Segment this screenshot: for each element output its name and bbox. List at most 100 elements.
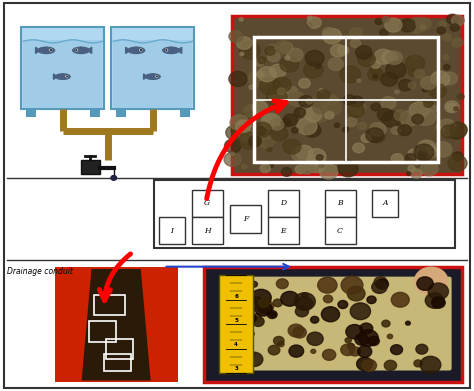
FancyBboxPatch shape xyxy=(4,3,470,388)
Circle shape xyxy=(374,49,392,64)
Circle shape xyxy=(296,145,313,160)
Ellipse shape xyxy=(38,47,55,54)
Circle shape xyxy=(350,96,364,107)
Circle shape xyxy=(370,65,381,74)
Circle shape xyxy=(454,107,458,111)
Circle shape xyxy=(266,44,278,54)
Circle shape xyxy=(321,307,339,322)
Circle shape xyxy=(282,168,292,176)
Circle shape xyxy=(248,352,255,358)
Circle shape xyxy=(407,18,426,33)
Circle shape xyxy=(411,99,428,113)
Circle shape xyxy=(319,163,325,168)
Circle shape xyxy=(262,113,281,129)
Circle shape xyxy=(420,77,436,90)
Circle shape xyxy=(358,122,366,129)
Circle shape xyxy=(357,52,375,66)
Circle shape xyxy=(252,317,264,326)
Circle shape xyxy=(385,18,402,32)
Circle shape xyxy=(418,151,427,158)
Circle shape xyxy=(306,99,312,104)
Circle shape xyxy=(240,52,244,56)
Circle shape xyxy=(273,77,291,92)
Circle shape xyxy=(386,62,406,79)
Circle shape xyxy=(394,110,407,121)
Circle shape xyxy=(253,130,271,145)
Circle shape xyxy=(387,334,392,339)
Circle shape xyxy=(381,72,398,86)
Text: Drainage conduit: Drainage conduit xyxy=(7,267,73,276)
Circle shape xyxy=(357,79,361,82)
Circle shape xyxy=(381,97,396,109)
Circle shape xyxy=(301,293,308,298)
Circle shape xyxy=(330,45,346,57)
FancyBboxPatch shape xyxy=(325,190,356,217)
Circle shape xyxy=(281,118,292,127)
Circle shape xyxy=(400,19,416,32)
FancyBboxPatch shape xyxy=(180,109,190,117)
Circle shape xyxy=(414,144,434,160)
Circle shape xyxy=(377,108,393,121)
Circle shape xyxy=(281,291,299,306)
Circle shape xyxy=(445,101,459,113)
Circle shape xyxy=(418,140,436,154)
Circle shape xyxy=(288,324,304,337)
Circle shape xyxy=(372,281,387,293)
Circle shape xyxy=(406,321,410,325)
Circle shape xyxy=(322,27,335,38)
FancyBboxPatch shape xyxy=(240,277,452,371)
FancyBboxPatch shape xyxy=(192,217,223,244)
Circle shape xyxy=(334,123,340,127)
Circle shape xyxy=(285,86,298,97)
Circle shape xyxy=(293,327,306,338)
FancyBboxPatch shape xyxy=(116,109,126,117)
Circle shape xyxy=(430,71,450,87)
Circle shape xyxy=(408,68,418,77)
Circle shape xyxy=(271,127,288,141)
Circle shape xyxy=(326,95,338,105)
Circle shape xyxy=(231,126,244,136)
Circle shape xyxy=(317,90,330,100)
Circle shape xyxy=(415,267,448,294)
Circle shape xyxy=(457,94,464,99)
Circle shape xyxy=(250,282,257,287)
Text: H: H xyxy=(204,227,210,235)
Circle shape xyxy=(347,343,355,349)
Circle shape xyxy=(285,56,290,60)
Circle shape xyxy=(264,139,274,148)
Circle shape xyxy=(224,139,241,153)
Circle shape xyxy=(275,41,291,54)
Ellipse shape xyxy=(128,47,145,54)
Circle shape xyxy=(400,111,419,126)
Circle shape xyxy=(289,93,305,106)
Circle shape xyxy=(427,146,436,153)
Circle shape xyxy=(447,14,458,24)
Circle shape xyxy=(415,108,436,126)
Circle shape xyxy=(448,155,467,171)
Circle shape xyxy=(276,279,288,289)
Polygon shape xyxy=(62,74,65,76)
Circle shape xyxy=(338,160,358,177)
Circle shape xyxy=(226,125,244,140)
Circle shape xyxy=(273,337,284,345)
Text: 6: 6 xyxy=(234,294,238,300)
FancyBboxPatch shape xyxy=(26,109,36,117)
Circle shape xyxy=(432,297,445,308)
FancyBboxPatch shape xyxy=(230,205,261,233)
Circle shape xyxy=(289,345,304,357)
Circle shape xyxy=(243,307,254,316)
Circle shape xyxy=(279,42,293,53)
Circle shape xyxy=(230,152,234,155)
Circle shape xyxy=(111,176,117,180)
Circle shape xyxy=(367,68,383,81)
Circle shape xyxy=(349,347,360,356)
Circle shape xyxy=(278,341,284,347)
Circle shape xyxy=(313,102,328,114)
FancyBboxPatch shape xyxy=(192,190,223,217)
Circle shape xyxy=(452,38,463,47)
Circle shape xyxy=(441,125,457,138)
Circle shape xyxy=(405,154,416,162)
Circle shape xyxy=(277,88,285,95)
Polygon shape xyxy=(54,74,57,79)
Circle shape xyxy=(338,301,348,308)
